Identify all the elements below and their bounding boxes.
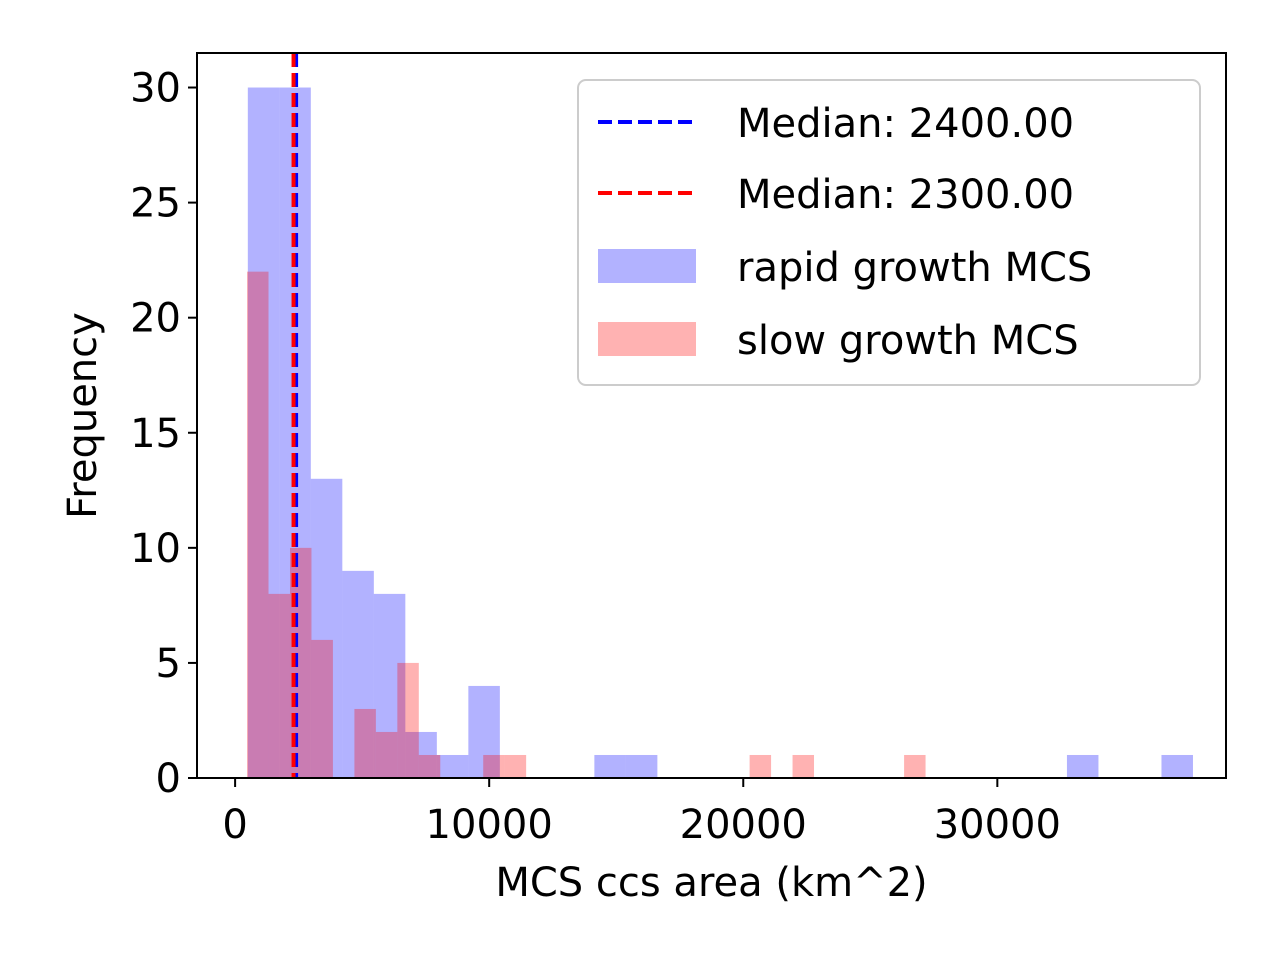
histogram-bar: [310, 478, 343, 778]
y-tick-label: 20: [130, 296, 181, 342]
x-tick-label: 30000: [934, 802, 1061, 848]
histogram-bar: [904, 754, 926, 778]
x-axis-label: MCS ccs area (km^2): [495, 860, 927, 906]
histogram-bar: [625, 754, 658, 778]
y-tick-label: 30: [130, 66, 181, 112]
x-tick-label: 0: [222, 802, 247, 848]
legend: Median: 2400.00 Median: 2300.00 rapid grow…: [577, 79, 1201, 386]
histogram-bar: [792, 754, 815, 778]
histogram-bar: [594, 754, 626, 778]
histogram-bar: [354, 708, 376, 778]
axis-ticks: 0 10000 20000 30000 0 5 10 15 20 25 30: [130, 66, 1061, 848]
histogram-bar: [405, 731, 437, 778]
histogram-bar: [418, 754, 441, 778]
histogram-bar: [311, 639, 333, 778]
legend-series-label: rapid growth MCS: [737, 245, 1092, 291]
histogram-bar: [268, 593, 290, 778]
y-tick-label: 25: [130, 181, 181, 227]
histogram-bar: [247, 87, 280, 779]
y-tick-label: 10: [130, 526, 181, 572]
legend-median-label: Median: 2300.00: [737, 172, 1074, 218]
legend-series-swatch: [598, 322, 696, 356]
y-axis-label: Frequency: [60, 312, 106, 519]
legend-box: [577, 79, 1201, 386]
histogram-bar: [397, 662, 419, 778]
legend-series-swatch: [598, 249, 696, 283]
x-tick-label: 20000: [680, 802, 807, 848]
histogram-bar: [1161, 754, 1193, 778]
histogram-bar: [749, 754, 772, 778]
y-tick-label: 0: [156, 756, 181, 802]
x-tick-label: 10000: [426, 802, 553, 848]
histogram-bar: [468, 685, 500, 778]
plot-area: [196, 52, 1227, 779]
histogram-bar: [373, 593, 406, 778]
histogram-bar: [342, 570, 374, 778]
axes-frame: [196, 52, 1227, 779]
histogram-bar: [504, 754, 527, 778]
y-tick-label: 5: [156, 641, 181, 687]
histogram-bar: [247, 271, 269, 778]
histogram-bar: [436, 754, 469, 778]
histogram-bar: [375, 731, 398, 778]
histogram-bar: [1066, 754, 1099, 778]
histogram-bar: [483, 754, 505, 778]
legend-series-label: slow growth MCS: [737, 318, 1079, 364]
legend-median-label: Median: 2400.00: [737, 101, 1074, 147]
y-tick-label: 15: [130, 411, 181, 457]
